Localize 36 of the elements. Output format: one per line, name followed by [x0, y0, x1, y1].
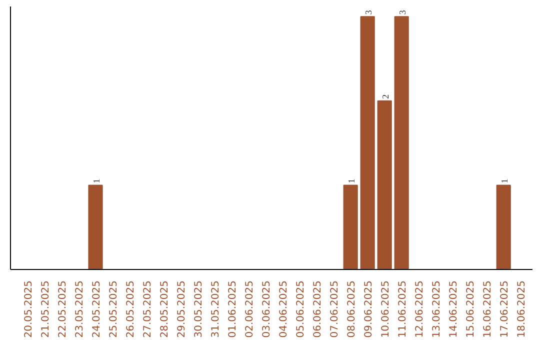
x-tick-label: 14.06.2025 — [448, 280, 460, 338]
x-tick-label: 06.06.2025 — [312, 280, 324, 338]
data-label: 1 — [92, 178, 102, 184]
x-tick-label: 05.06.2025 — [296, 280, 307, 338]
x-tick-label: 25.05.2025 — [108, 280, 120, 338]
x-tick-label: 03.06.2025 — [262, 280, 273, 338]
x-tick-label: 24.05.2025 — [92, 280, 103, 338]
x-tick-label: 21.05.2025 — [40, 280, 52, 338]
x-tick-label: 28.05.2025 — [160, 280, 171, 338]
x-tick-label: 30.05.2025 — [194, 280, 205, 338]
x-tick-label: 16.06.2025 — [482, 280, 494, 338]
x-tick-label: 31.05.2025 — [210, 280, 222, 338]
x-tick-label: 13.06.2025 — [432, 280, 443, 338]
x-tick-label: 10.06.2025 — [380, 280, 392, 338]
x-tick-label: 02.06.2025 — [244, 280, 256, 338]
x-tick-label: 04.06.2025 — [278, 280, 290, 338]
data-label: 2 — [380, 94, 391, 99]
x-tick-label: 23.05.2025 — [74, 280, 86, 338]
x-tick-label: 20.05.2025 — [24, 280, 35, 338]
x-tick-label: 22.05.2025 — [58, 280, 69, 338]
x-tick-label: 12.06.2025 — [414, 280, 426, 338]
x-tick-label: 15.06.2025 — [466, 280, 477, 338]
x-tick-label: 01.06.2025 — [228, 280, 239, 338]
x-tick-label: 11.06.2025 — [398, 280, 409, 338]
x-tick-label: 29.05.2025 — [176, 280, 188, 338]
x-tick-label: 08.06.2025 — [346, 280, 358, 338]
data-label: 1 — [500, 178, 510, 184]
x-tick-label: 17.06.2025 — [500, 280, 511, 338]
x-tick-label: 26.05.2025 — [126, 280, 137, 338]
x-tick-label: 27.05.2025 — [142, 280, 154, 338]
data-label: 3 — [398, 10, 408, 15]
data-label: 1 — [346, 178, 357, 184]
data-label: 3 — [364, 10, 374, 15]
x-tick-label: 09.06.2025 — [364, 280, 375, 338]
x-tick-label: 18.06.2025 — [516, 280, 528, 338]
x-tick-label: 07.06.2025 — [330, 280, 341, 338]
